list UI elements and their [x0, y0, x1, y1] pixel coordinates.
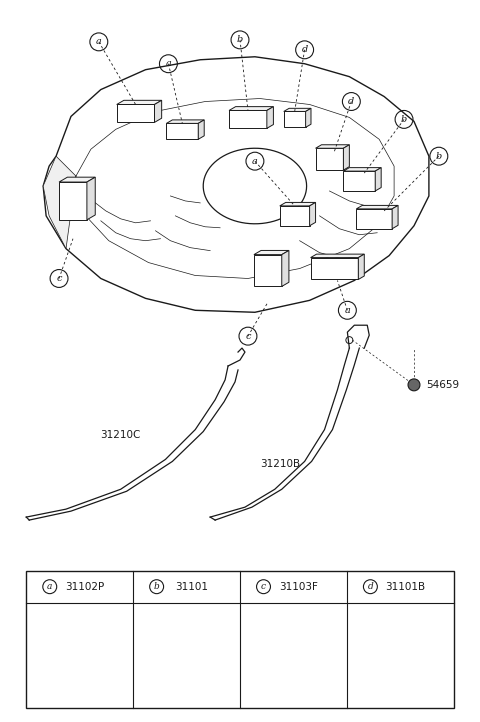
Polygon shape	[284, 111, 306, 127]
Polygon shape	[280, 202, 315, 206]
Polygon shape	[385, 644, 415, 666]
Polygon shape	[229, 110, 267, 129]
Polygon shape	[415, 640, 423, 666]
Polygon shape	[59, 640, 109, 644]
Polygon shape	[280, 206, 310, 226]
Polygon shape	[306, 108, 311, 127]
Polygon shape	[311, 254, 364, 258]
Polygon shape	[279, 638, 316, 643]
Text: c: c	[56, 274, 62, 283]
Text: 31102P: 31102P	[65, 582, 105, 592]
Polygon shape	[343, 168, 381, 171]
Polygon shape	[282, 251, 289, 287]
Polygon shape	[43, 156, 76, 248]
Text: c: c	[245, 331, 251, 341]
Polygon shape	[315, 148, 343, 170]
Polygon shape	[254, 255, 282, 287]
Text: b: b	[401, 115, 407, 124]
Text: b: b	[154, 582, 159, 591]
Polygon shape	[284, 108, 311, 111]
Polygon shape	[87, 177, 95, 219]
Polygon shape	[155, 100, 162, 123]
Text: 31101: 31101	[175, 582, 208, 592]
Polygon shape	[167, 120, 204, 123]
Polygon shape	[203, 148, 307, 224]
Text: a: a	[345, 306, 350, 315]
Text: c: c	[261, 582, 266, 591]
Text: 31103F: 31103F	[279, 582, 318, 592]
Text: 54659: 54659	[426, 380, 459, 390]
Polygon shape	[358, 254, 364, 279]
Polygon shape	[43, 57, 429, 313]
Polygon shape	[169, 643, 204, 669]
Text: a: a	[96, 38, 102, 46]
Polygon shape	[101, 640, 109, 666]
Polygon shape	[343, 171, 375, 191]
Text: b: b	[237, 35, 243, 44]
Polygon shape	[307, 638, 316, 667]
Polygon shape	[167, 123, 198, 139]
Text: a: a	[252, 157, 258, 165]
Circle shape	[408, 379, 420, 391]
Polygon shape	[59, 177, 95, 182]
Polygon shape	[204, 637, 213, 669]
Polygon shape	[315, 144, 349, 148]
Polygon shape	[59, 182, 87, 219]
Text: b: b	[436, 152, 442, 161]
Polygon shape	[310, 202, 315, 226]
Polygon shape	[385, 640, 423, 644]
Text: a: a	[47, 582, 52, 591]
Polygon shape	[356, 209, 392, 229]
Polygon shape	[117, 105, 155, 123]
Polygon shape	[169, 637, 213, 643]
Text: d: d	[368, 582, 373, 591]
Text: d: d	[348, 97, 354, 106]
Polygon shape	[117, 100, 162, 105]
Text: a: a	[166, 59, 171, 69]
Bar	[26, 571, 454, 708]
Polygon shape	[59, 644, 101, 666]
Polygon shape	[267, 107, 274, 129]
Text: 31101B: 31101B	[385, 582, 426, 592]
Polygon shape	[343, 144, 349, 170]
Text: d: d	[301, 45, 308, 54]
Polygon shape	[254, 251, 289, 255]
Polygon shape	[356, 205, 398, 209]
Polygon shape	[198, 120, 204, 139]
Polygon shape	[229, 107, 274, 110]
Polygon shape	[311, 258, 358, 279]
Polygon shape	[392, 205, 398, 229]
Text: 31210C: 31210C	[100, 430, 141, 440]
Polygon shape	[375, 168, 381, 191]
Polygon shape	[279, 643, 307, 667]
Text: 31210B: 31210B	[260, 459, 300, 469]
